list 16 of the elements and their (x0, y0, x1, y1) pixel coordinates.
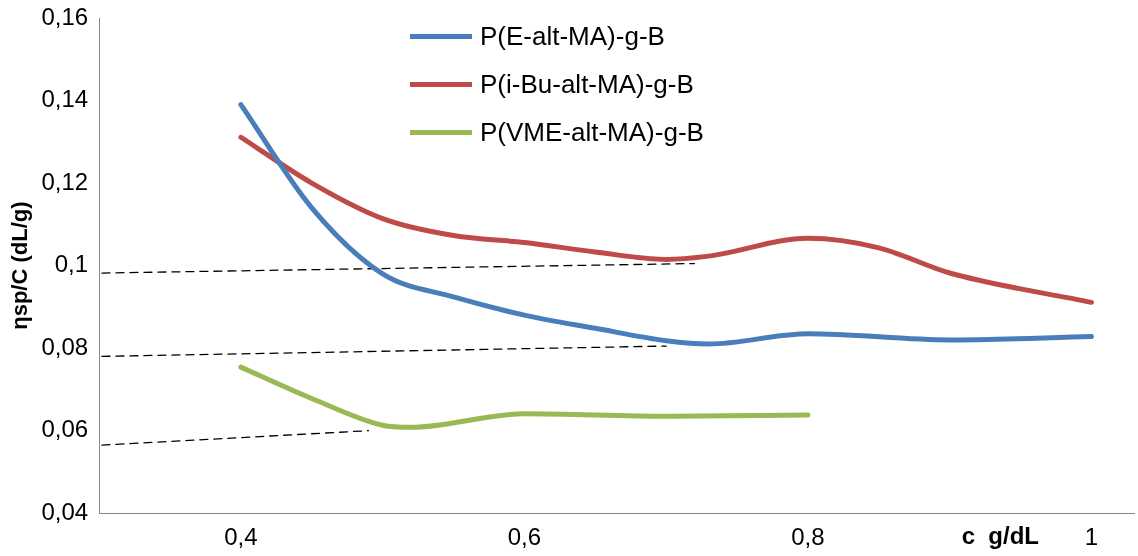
legend-label: P(i-Bu-alt-MA)-g-B (480, 68, 694, 100)
y-tick-label: 0,16 (41, 2, 89, 30)
y-tick-label: 0,06 (41, 415, 89, 443)
x-tick-label: 0,6 (507, 523, 542, 551)
y-tick-label: 0,14 (41, 85, 89, 113)
y-tick-label: 0,04 (41, 497, 89, 525)
x-axis-title: c g/dL (961, 521, 1039, 549)
y-tick-label: 0,08 (41, 332, 89, 360)
x-tick-label: 0,8 (791, 523, 825, 551)
y-tick-label: 0,1 (54, 250, 89, 278)
x-tick-label: 1 (1084, 523, 1099, 551)
y-tick-label: 0,12 (41, 167, 89, 195)
legend-label: P(E-alt-MA)-g-B (480, 20, 665, 52)
y-axis-title: ηsp/C (dL/g) (7, 201, 33, 330)
legend-label: P(VME-alt-MA)-g-B (480, 116, 704, 148)
x-tick-label: 0,4 (224, 523, 258, 551)
